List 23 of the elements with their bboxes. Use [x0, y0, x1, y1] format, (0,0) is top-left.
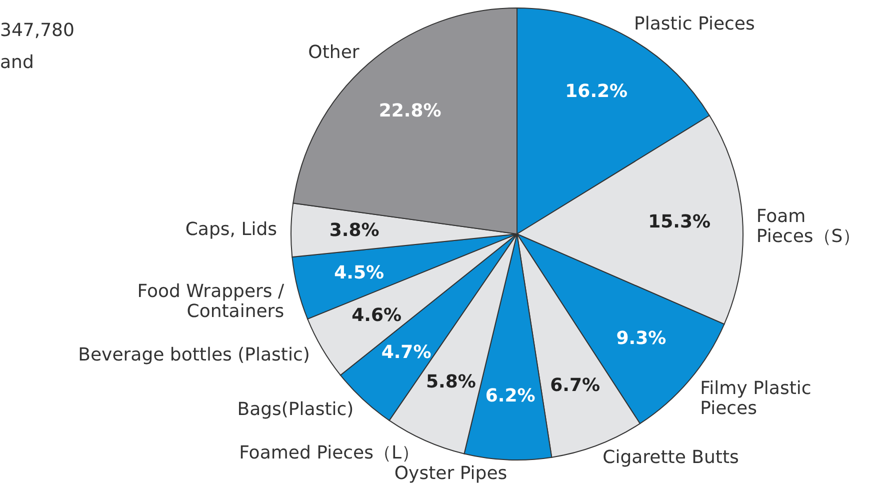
- text: 347,780 and: [0, 20, 74, 73]
- slice-label: Caps, Lids: [185, 218, 278, 240]
- data-label: 4.7%: [381, 342, 432, 364]
- slice-label: Plastic Pieces: [634, 13, 755, 34]
- data-label: 5.8%: [426, 372, 476, 393]
- slice-label: Foamed Pieces（L）: [239, 442, 420, 464]
- slice-label: Beverage bottles (Plastic): [78, 344, 310, 366]
- slice-label: Filmy Plastic Pieces: [700, 378, 812, 420]
- data-label: 3.8%: [329, 220, 380, 242]
- slice-label: Other: [308, 42, 360, 64]
- data-label: 6.7%: [550, 375, 600, 396]
- slice-label: Cigarette Butts: [602, 447, 739, 468]
- slice-label: Bags(Plastic): [237, 398, 354, 420]
- data-label: 4.6%: [352, 305, 402, 326]
- slice-label: Foam Pieces（S）: [756, 206, 861, 248]
- slice-label: Oyster Pipes: [394, 462, 508, 484]
- data-label: 9.3%: [616, 328, 666, 350]
- data-label: 6.2%: [485, 386, 536, 407]
- data-label: 22.8%: [378, 100, 442, 122]
- slice-label: Food Wrappers / Containers: [137, 280, 286, 322]
- data-label: 15.3%: [648, 211, 711, 232]
- data-label: 16.2%: [565, 80, 628, 102]
- data-label: 4.5%: [334, 262, 384, 284]
